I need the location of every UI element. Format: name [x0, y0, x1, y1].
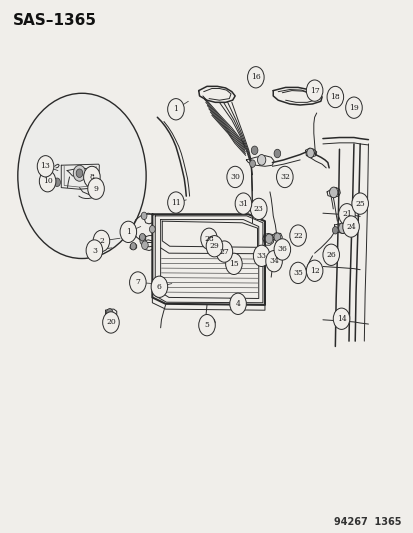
- Circle shape: [265, 234, 272, 244]
- Circle shape: [253, 245, 269, 266]
- Text: SAS–1365: SAS–1365: [12, 13, 96, 28]
- Text: 1: 1: [173, 105, 178, 114]
- Circle shape: [306, 148, 313, 158]
- Text: 1: 1: [126, 228, 131, 236]
- Text: 26: 26: [325, 251, 335, 259]
- Text: 20: 20: [106, 318, 116, 327]
- Text: 5: 5: [204, 321, 209, 329]
- Circle shape: [338, 223, 346, 233]
- Text: 23: 23: [253, 205, 263, 213]
- Circle shape: [226, 166, 243, 188]
- Text: 12: 12: [309, 266, 319, 275]
- Circle shape: [200, 228, 217, 249]
- Text: 9: 9: [93, 184, 98, 193]
- Text: 21: 21: [341, 210, 351, 219]
- Circle shape: [106, 309, 113, 317]
- Text: 35: 35: [292, 269, 302, 277]
- Circle shape: [54, 178, 60, 187]
- Text: 33: 33: [256, 252, 266, 260]
- Text: 2: 2: [99, 237, 104, 245]
- Circle shape: [249, 160, 255, 167]
- Text: 17: 17: [309, 86, 319, 95]
- Text: 36: 36: [277, 245, 287, 254]
- Circle shape: [129, 272, 146, 293]
- Circle shape: [326, 86, 343, 108]
- Circle shape: [206, 236, 222, 257]
- Circle shape: [93, 230, 109, 252]
- Circle shape: [151, 276, 167, 297]
- Text: 6: 6: [157, 282, 161, 291]
- Circle shape: [39, 171, 56, 192]
- Circle shape: [167, 192, 184, 213]
- Circle shape: [306, 260, 322, 281]
- Circle shape: [167, 99, 184, 120]
- Text: 3: 3: [92, 246, 97, 255]
- Circle shape: [204, 317, 213, 328]
- Circle shape: [306, 80, 322, 101]
- Circle shape: [216, 241, 232, 262]
- Circle shape: [289, 225, 306, 246]
- Circle shape: [235, 193, 251, 214]
- Text: 13: 13: [40, 162, 50, 171]
- Text: 34: 34: [268, 257, 278, 265]
- Circle shape: [322, 244, 339, 265]
- Circle shape: [139, 233, 145, 241]
- Circle shape: [265, 251, 282, 272]
- Text: 31: 31: [238, 199, 248, 208]
- Text: 27: 27: [219, 247, 229, 256]
- Circle shape: [140, 237, 145, 245]
- Text: 14: 14: [336, 314, 346, 323]
- Circle shape: [250, 198, 266, 220]
- Circle shape: [102, 312, 119, 333]
- Circle shape: [342, 216, 358, 237]
- Text: 16: 16: [250, 73, 260, 82]
- Text: 19: 19: [348, 103, 358, 112]
- Circle shape: [149, 225, 155, 233]
- Circle shape: [86, 240, 102, 261]
- Text: 30: 30: [230, 173, 240, 181]
- Circle shape: [88, 178, 104, 199]
- Text: 8: 8: [89, 173, 94, 181]
- Circle shape: [229, 293, 246, 314]
- Circle shape: [273, 239, 290, 260]
- Circle shape: [73, 165, 85, 181]
- Circle shape: [289, 262, 306, 284]
- Circle shape: [141, 212, 147, 220]
- Circle shape: [345, 97, 361, 118]
- Circle shape: [37, 156, 54, 177]
- Circle shape: [141, 241, 148, 249]
- Circle shape: [351, 193, 368, 214]
- Circle shape: [76, 169, 83, 177]
- Circle shape: [18, 93, 146, 259]
- Text: 94267  1365: 94267 1365: [333, 516, 401, 527]
- Text: 28: 28: [204, 235, 214, 243]
- Circle shape: [120, 221, 136, 243]
- Circle shape: [332, 308, 349, 329]
- Circle shape: [83, 166, 100, 188]
- Circle shape: [251, 146, 257, 155]
- Circle shape: [273, 233, 280, 241]
- Text: 25: 25: [354, 199, 364, 208]
- Text: 10: 10: [43, 177, 52, 185]
- Circle shape: [247, 67, 263, 88]
- Circle shape: [130, 243, 136, 250]
- Circle shape: [276, 166, 292, 188]
- Circle shape: [257, 155, 265, 165]
- Text: 32: 32: [279, 173, 289, 181]
- Circle shape: [273, 149, 280, 158]
- Circle shape: [332, 227, 337, 234]
- Circle shape: [329, 187, 337, 198]
- Text: 4: 4: [235, 300, 240, 308]
- Text: 11: 11: [171, 198, 180, 207]
- Circle shape: [225, 253, 242, 274]
- Text: 29: 29: [209, 242, 219, 251]
- Circle shape: [338, 204, 354, 225]
- Circle shape: [198, 314, 215, 336]
- Text: 22: 22: [292, 231, 302, 240]
- Text: 15: 15: [228, 260, 238, 268]
- Text: 7: 7: [135, 278, 140, 287]
- Text: 24: 24: [345, 222, 355, 231]
- Text: 18: 18: [330, 93, 339, 101]
